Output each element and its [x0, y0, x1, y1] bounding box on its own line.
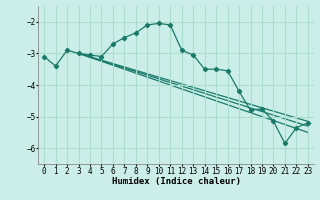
- X-axis label: Humidex (Indice chaleur): Humidex (Indice chaleur): [111, 177, 241, 186]
